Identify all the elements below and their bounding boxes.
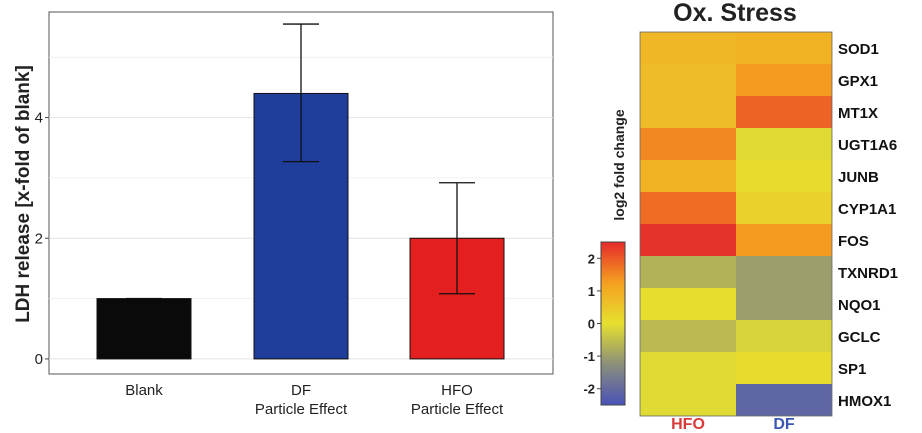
heatmap-cell-txnrd1-df (736, 256, 832, 288)
heatmap-cell-nqo1-hfo (640, 288, 736, 320)
row-label-sod1: SOD1 (838, 41, 879, 58)
heatmap-cell-gpx1-hfo (640, 64, 736, 96)
row-label-mt1x: MT1X (838, 105, 878, 122)
heatmap-cell-hmox1-hfo (640, 384, 736, 416)
column-label-hfo: HFO (671, 416, 705, 433)
heatmap-cell-txnrd1-hfo (640, 256, 736, 288)
x-tick-label-df: DF (291, 382, 311, 399)
heatmap-cell-fos-df (736, 224, 832, 256)
row-label-junb: JUNB (838, 169, 879, 186)
heatmap-cell-fos-hfo (640, 224, 736, 256)
y-tick-label: 4 (35, 110, 43, 127)
colorbar-tick-label: -1 (583, 349, 595, 364)
bar-blank (96, 298, 192, 360)
x-tick-sublabel-hfo: Particle Effect (411, 401, 504, 418)
heatmap-cell-nqo1-df (736, 288, 832, 320)
heatmap-cell-ugt1a6-hfo (640, 128, 736, 160)
bar-error-bars (126, 23, 475, 300)
heatmap-cell-ugt1a6-df (736, 128, 832, 160)
row-label-hmox1: HMOX1 (838, 393, 891, 410)
row-label-gpx1: GPX1 (838, 73, 878, 90)
row-label-gclc: GCLC (838, 329, 881, 346)
heatmap-title: Ox. Stress (673, 0, 797, 27)
heatmap-cell-sp1-hfo (640, 352, 736, 384)
row-label-sp1: SP1 (838, 361, 866, 378)
row-label-fos: FOS (838, 233, 869, 250)
bar-chart: 0 2 4 LDH release [x-fold of blank] Blan… (13, 11, 554, 418)
colorbar-tick-label: 2 (588, 251, 595, 266)
bar-y-axis-label: LDH release [x-fold of blank] (13, 65, 34, 323)
y-tick-label: 0 (35, 351, 43, 368)
heatmap-cell-gpx1-df (736, 64, 832, 96)
colorbar (600, 241, 626, 406)
x-tick-label-blank: Blank (125, 382, 163, 399)
heatmap-cell-gclc-df (736, 320, 832, 352)
heatmap-cell-hmox1-df (736, 384, 832, 416)
heatmap-cell-junb-hfo (640, 160, 736, 192)
colorbar-tick-label: 1 (588, 284, 595, 299)
heatmap-cell-cyp1a1-hfo (640, 192, 736, 224)
heatmap-row-labels: SOD1 GPX1 MT1X UGT1A6 JUNB CYP1A1 FOS TXNRD1 NQO… (838, 41, 898, 410)
heatmap-cell-sod1-df (736, 32, 832, 64)
error-bar-df (283, 23, 319, 163)
colorbar-tick-label: -2 (583, 382, 595, 397)
colorbar-label: log2 fold change (611, 109, 627, 220)
row-label-ugt1a6: UGT1A6 (838, 137, 897, 154)
error-bar-hfo (439, 182, 475, 295)
heatmap-cell-mt1x-hfo (640, 96, 736, 128)
heatmap-cell-junb-df (736, 160, 832, 192)
row-label-cyp1a1: CYP1A1 (838, 201, 896, 218)
heatmap-cell-sp1-df (736, 352, 832, 384)
heatmap-column-labels: HFO DF (671, 416, 795, 433)
colorbar-tick-label: 0 (588, 317, 595, 332)
row-label-txnrd1: TXNRD1 (838, 265, 898, 282)
x-tick-label-hfo: HFO (441, 382, 473, 399)
heatmap-frame (639, 31, 833, 417)
heatmap-cells (639, 31, 833, 417)
bar-y-ticks: 0 2 4 (35, 110, 49, 368)
colorbar-ticks: 2 1 0 -1 -2 (583, 251, 601, 397)
heatmap-chart: Ox. Stress SOD1 GPX1 MT1X UGT1A6 JUNB CYP1A1 F… (583, 0, 898, 433)
heatmap-cell-mt1x-df (736, 96, 832, 128)
column-label-df: DF (773, 416, 795, 433)
heatmap-cell-sod1-hfo (640, 32, 736, 64)
heatmap-cell-cyp1a1-df (736, 192, 832, 224)
y-tick-label: 2 (35, 230, 43, 247)
row-label-nqo1: NQO1 (838, 297, 881, 314)
bar-x-labels: Blank DF Particle Effect HFO Particle Ef… (125, 382, 504, 418)
heatmap-cell-gclc-hfo (640, 320, 736, 352)
x-tick-sublabel-df: Particle Effect (255, 401, 348, 418)
